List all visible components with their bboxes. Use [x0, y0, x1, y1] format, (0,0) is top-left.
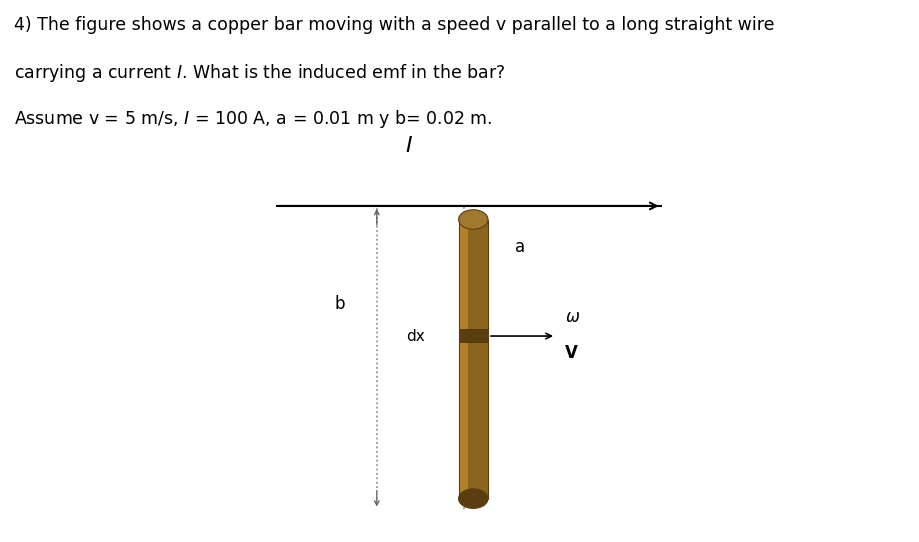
Bar [459, 329, 488, 343]
Bar [459, 220, 488, 499]
Text: a: a [515, 237, 525, 256]
Text: $I$: $I$ [405, 137, 413, 156]
Bar [460, 221, 468, 496]
Text: $\omega$: $\omega$ [565, 308, 581, 326]
Text: carrying a current $I$. What is the induced emf in the bar?: carrying a current $I$. What is the indu… [14, 62, 505, 85]
Text: Assume v = 5 m/s, $I$ = 100 A, a = 0.01 m y b= 0.02 m.: Assume v = 5 m/s, $I$ = 100 A, a = 0.01 … [14, 108, 493, 131]
Text: dx: dx [406, 328, 425, 344]
Ellipse shape [459, 210, 488, 229]
Text: 4) The figure shows a copper bar moving with a speed v parallel to a long straig: 4) The figure shows a copper bar moving … [14, 16, 775, 34]
Ellipse shape [459, 489, 488, 508]
Text: V: V [565, 344, 578, 362]
Text: b: b [335, 294, 345, 313]
